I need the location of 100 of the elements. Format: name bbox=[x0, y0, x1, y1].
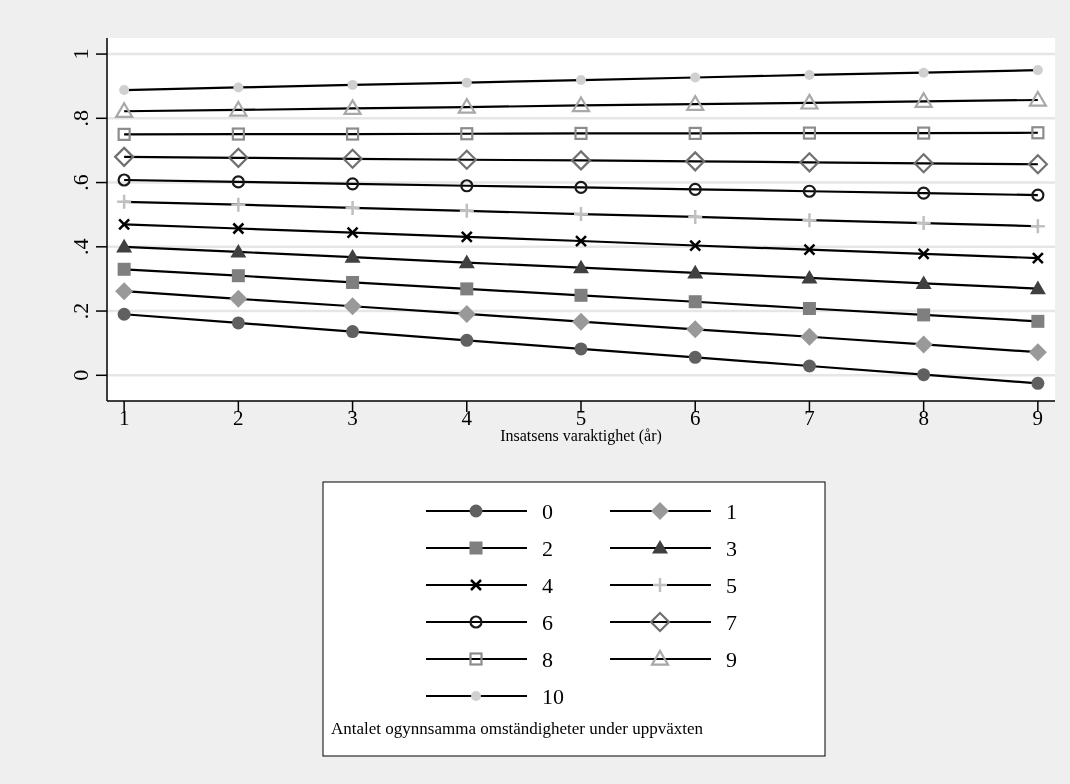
point bbox=[344, 199, 361, 217]
legend-label: 4 bbox=[542, 573, 553, 598]
point bbox=[230, 243, 247, 258]
point bbox=[229, 289, 248, 308]
point bbox=[460, 179, 474, 193]
point bbox=[1031, 126, 1045, 140]
point bbox=[570, 150, 592, 171]
point bbox=[119, 85, 130, 96]
point bbox=[688, 295, 702, 309]
point bbox=[574, 126, 588, 141]
point bbox=[688, 126, 702, 141]
point bbox=[800, 327, 819, 346]
x-tick-label: 7 bbox=[804, 406, 815, 430]
x-axis-title: Insatsens varaktighet (år) bbox=[500, 427, 662, 445]
point bbox=[457, 304, 476, 323]
point bbox=[114, 146, 135, 167]
point bbox=[228, 147, 249, 168]
point bbox=[802, 359, 816, 373]
point bbox=[913, 153, 934, 174]
point bbox=[343, 297, 362, 316]
point bbox=[688, 182, 702, 196]
point bbox=[231, 269, 245, 283]
point bbox=[801, 269, 818, 284]
point bbox=[115, 102, 134, 118]
point bbox=[456, 149, 477, 170]
point bbox=[346, 275, 360, 289]
x-tick-label: 5 bbox=[575, 406, 587, 430]
point bbox=[231, 127, 245, 141]
point bbox=[1031, 376, 1045, 390]
point bbox=[917, 368, 931, 382]
legend-label: 3 bbox=[726, 536, 737, 561]
point bbox=[804, 69, 815, 80]
legend-label: 8 bbox=[542, 647, 553, 672]
point bbox=[343, 99, 362, 116]
point bbox=[574, 234, 588, 248]
point bbox=[1031, 314, 1045, 328]
point bbox=[917, 247, 930, 261]
point bbox=[686, 95, 705, 111]
point bbox=[344, 249, 361, 263]
point bbox=[914, 92, 933, 108]
point bbox=[802, 126, 817, 140]
point bbox=[346, 226, 359, 239]
point bbox=[687, 264, 704, 279]
point bbox=[116, 238, 133, 253]
legend-label: 9 bbox=[726, 647, 737, 672]
point bbox=[686, 208, 704, 226]
point bbox=[346, 325, 360, 339]
point bbox=[918, 67, 929, 78]
x-tick-label: 3 bbox=[347, 406, 358, 430]
x-tick-label: 1 bbox=[118, 406, 130, 430]
point bbox=[802, 184, 817, 198]
point bbox=[458, 202, 476, 220]
y-tick-label: .4 bbox=[68, 238, 94, 256]
point bbox=[1032, 65, 1043, 76]
point bbox=[1029, 280, 1046, 295]
y-tick-label: 0 bbox=[68, 369, 94, 381]
point bbox=[914, 335, 933, 354]
point bbox=[915, 275, 932, 290]
y-tick-label: .8 bbox=[68, 110, 94, 127]
point bbox=[458, 254, 475, 269]
point bbox=[460, 230, 474, 244]
point bbox=[345, 177, 360, 191]
point bbox=[347, 79, 358, 90]
point bbox=[574, 288, 588, 302]
point bbox=[803, 243, 816, 256]
x-tick-label: 8 bbox=[918, 406, 929, 430]
point bbox=[799, 152, 820, 173]
point bbox=[1029, 218, 1047, 235]
legend-label: 6 bbox=[542, 610, 553, 635]
point bbox=[688, 239, 702, 252]
point bbox=[572, 312, 590, 331]
legend-label: 5 bbox=[726, 573, 737, 598]
point bbox=[690, 72, 701, 83]
point bbox=[576, 75, 586, 86]
x-tick-label: 2 bbox=[233, 406, 244, 430]
legend-label: 10 bbox=[542, 684, 564, 709]
y-tick-label: .2 bbox=[68, 302, 94, 320]
legend-title: Antalet ogynnsamma omständigheter under uppväxten bbox=[331, 719, 704, 738]
point bbox=[232, 222, 245, 235]
point bbox=[1031, 251, 1045, 265]
point bbox=[229, 100, 248, 117]
point bbox=[115, 282, 134, 301]
point bbox=[117, 262, 131, 276]
point bbox=[342, 148, 363, 169]
point bbox=[230, 196, 247, 213]
y-tick-label: 1 bbox=[68, 48, 94, 60]
point bbox=[231, 316, 245, 330]
x-tick-label: 9 bbox=[1032, 406, 1044, 430]
legend-label: 1 bbox=[726, 499, 737, 524]
point bbox=[685, 151, 706, 172]
point bbox=[917, 308, 931, 322]
point bbox=[460, 333, 474, 347]
point bbox=[802, 301, 816, 315]
point bbox=[231, 175, 245, 189]
point bbox=[686, 320, 705, 339]
point bbox=[233, 82, 244, 93]
point bbox=[117, 307, 131, 321]
point bbox=[345, 127, 360, 141]
point bbox=[461, 77, 472, 88]
point bbox=[571, 96, 591, 113]
